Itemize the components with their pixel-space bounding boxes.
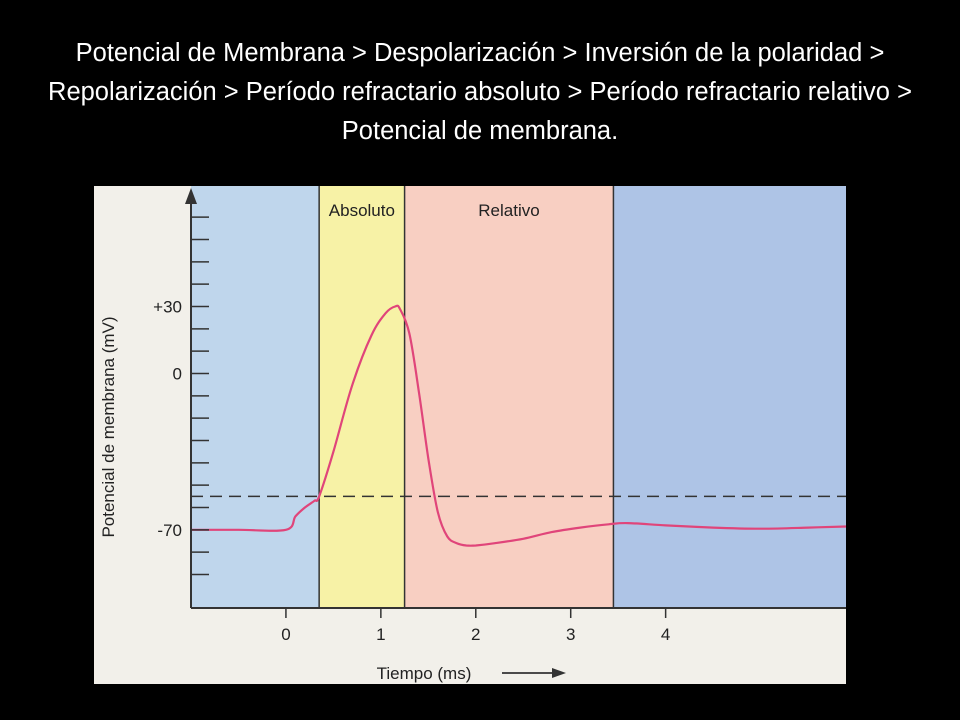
region-band-3 xyxy=(404,186,614,608)
region-band-1 xyxy=(191,186,320,608)
x-tick-label-0: 0 xyxy=(281,625,290,644)
region-labels: Absoluto Relativo xyxy=(329,201,540,220)
y-tick-label--70: -70 xyxy=(157,521,182,540)
region-band-4 xyxy=(613,186,846,608)
x-tick-label-3: 3 xyxy=(566,625,575,644)
x-tick-label-4: 4 xyxy=(661,625,670,644)
axes xyxy=(185,188,846,678)
action-potential-chart: Absoluto Relativo +30 0 -70 0 1 2 3 4 Tiempo (ms)… xyxy=(99,186,846,684)
axis-labels: +30 0 -70 0 1 2 3 4 Tiempo (ms) Potencial de memb… xyxy=(99,298,670,684)
region-label-relativo: Relativo xyxy=(478,201,539,220)
y-axis-label: Potencial de membrana (mV) xyxy=(99,316,118,537)
region-band-2 xyxy=(319,186,405,608)
refractory-regions xyxy=(191,186,846,608)
x-axis-label: Tiempo (ms) xyxy=(377,664,472,683)
y-tick-label-30: +30 xyxy=(153,298,182,317)
slide-title: Potencial de Membrana > Despolarización … xyxy=(48,39,912,145)
membrane-potential-trace xyxy=(190,304,846,547)
y-axis-arrow xyxy=(185,188,197,204)
trace-layer xyxy=(190,304,846,547)
action-potential-figure: Absoluto Relativo +30 0 -70 0 1 2 3 4 Tiempo (ms)… xyxy=(94,186,846,684)
x-tick-label-2: 2 xyxy=(471,625,480,644)
x-axis-arrow-head xyxy=(552,668,566,678)
region-label-absoluto: Absoluto xyxy=(329,201,395,220)
y-tick-label-0: 0 xyxy=(173,365,182,384)
x-tick-label-1: 1 xyxy=(376,625,385,644)
